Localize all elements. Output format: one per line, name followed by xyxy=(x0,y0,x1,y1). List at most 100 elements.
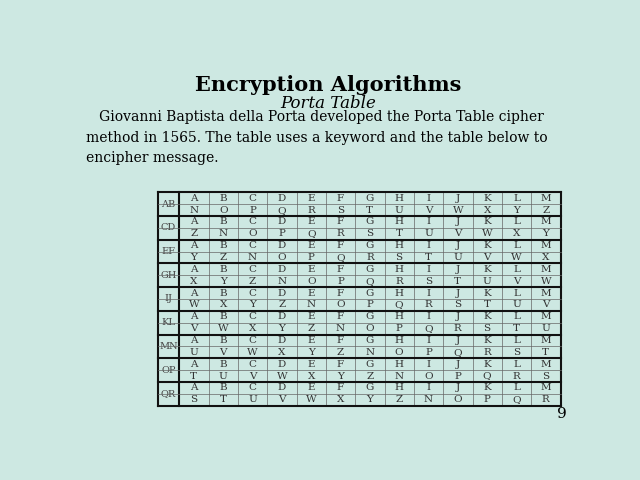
Bar xyxy=(179,276,209,287)
Bar xyxy=(472,228,502,240)
Text: Y: Y xyxy=(249,300,256,310)
Bar xyxy=(355,358,385,370)
Bar xyxy=(414,335,443,347)
Text: M: M xyxy=(541,336,551,345)
Bar xyxy=(531,287,561,299)
Bar xyxy=(472,240,502,252)
Text: C: C xyxy=(248,384,257,392)
Text: U: U xyxy=(512,300,521,310)
Bar xyxy=(209,276,238,287)
Text: U: U xyxy=(395,205,404,215)
Text: W: W xyxy=(247,348,258,357)
Text: Y: Y xyxy=(278,324,285,333)
Bar xyxy=(443,287,472,299)
Text: S: S xyxy=(366,229,373,239)
Bar xyxy=(179,382,209,394)
Bar xyxy=(385,192,414,204)
Text: V: V xyxy=(454,229,461,239)
Text: A: A xyxy=(190,312,198,321)
Text: P: P xyxy=(396,324,403,333)
Text: D: D xyxy=(278,360,286,369)
Bar xyxy=(296,382,326,394)
Text: C: C xyxy=(248,336,257,345)
Bar xyxy=(238,252,267,264)
Text: H: H xyxy=(395,217,404,227)
Text: EF: EF xyxy=(161,247,175,256)
Bar xyxy=(267,228,296,240)
Text: V: V xyxy=(483,253,491,262)
Text: N: N xyxy=(277,277,287,286)
Bar xyxy=(472,299,502,311)
Text: K: K xyxy=(483,194,491,203)
Text: S: S xyxy=(484,324,491,333)
Bar xyxy=(238,382,267,394)
Bar xyxy=(296,347,326,358)
Text: E: E xyxy=(307,312,315,321)
Bar xyxy=(179,216,209,228)
Text: L: L xyxy=(513,336,520,345)
Text: Z: Z xyxy=(396,395,403,404)
Text: T: T xyxy=(513,324,520,333)
Bar xyxy=(502,240,531,252)
Bar xyxy=(209,323,238,335)
Bar xyxy=(296,394,326,406)
Text: W: W xyxy=(511,253,522,262)
Bar xyxy=(502,276,531,287)
Text: T: T xyxy=(542,348,549,357)
Text: I: I xyxy=(426,312,431,321)
Bar xyxy=(157,382,179,406)
Text: U: U xyxy=(454,253,462,262)
Bar xyxy=(531,240,561,252)
Bar xyxy=(531,228,561,240)
Bar xyxy=(267,394,296,406)
Text: O: O xyxy=(365,324,374,333)
Bar xyxy=(414,347,443,358)
Text: I: I xyxy=(426,288,431,298)
Bar xyxy=(296,358,326,370)
Bar xyxy=(326,287,355,299)
Bar xyxy=(355,335,385,347)
Text: B: B xyxy=(220,288,227,298)
Text: V: V xyxy=(249,372,256,381)
Bar xyxy=(502,311,531,323)
Bar xyxy=(326,252,355,264)
Text: C: C xyxy=(248,360,257,369)
Text: M: M xyxy=(541,288,551,298)
Text: T: T xyxy=(190,372,197,381)
Bar xyxy=(502,394,531,406)
Text: P: P xyxy=(454,372,461,381)
Text: B: B xyxy=(220,194,227,203)
Text: A: A xyxy=(190,194,198,203)
Text: QR: QR xyxy=(161,389,176,398)
Bar xyxy=(267,264,296,276)
Bar xyxy=(472,311,502,323)
Bar xyxy=(209,358,238,370)
Text: Giovanni Baptista della Porta developed the Porta Table cipher
method in 1565. T: Giovanni Baptista della Porta developed … xyxy=(86,110,548,165)
Bar xyxy=(472,192,502,204)
Text: E: E xyxy=(307,384,315,392)
Bar xyxy=(267,347,296,358)
Text: A: A xyxy=(190,384,198,392)
Bar xyxy=(472,394,502,406)
Text: Y: Y xyxy=(308,348,315,357)
Bar xyxy=(157,264,179,287)
Bar xyxy=(472,287,502,299)
Bar xyxy=(238,276,267,287)
Bar xyxy=(238,358,267,370)
Bar xyxy=(157,311,179,335)
Text: C: C xyxy=(248,217,257,227)
Text: P: P xyxy=(425,348,432,357)
Bar xyxy=(238,228,267,240)
Text: G: G xyxy=(365,241,374,250)
Text: M: M xyxy=(541,265,551,274)
Text: M: M xyxy=(541,384,551,392)
Bar xyxy=(267,276,296,287)
Text: P: P xyxy=(367,300,373,310)
Bar xyxy=(443,382,472,394)
Text: Q: Q xyxy=(395,300,403,310)
Bar xyxy=(531,394,561,406)
Text: X: X xyxy=(337,395,344,404)
Text: C: C xyxy=(248,312,257,321)
Text: B: B xyxy=(220,241,227,250)
Bar xyxy=(443,192,472,204)
